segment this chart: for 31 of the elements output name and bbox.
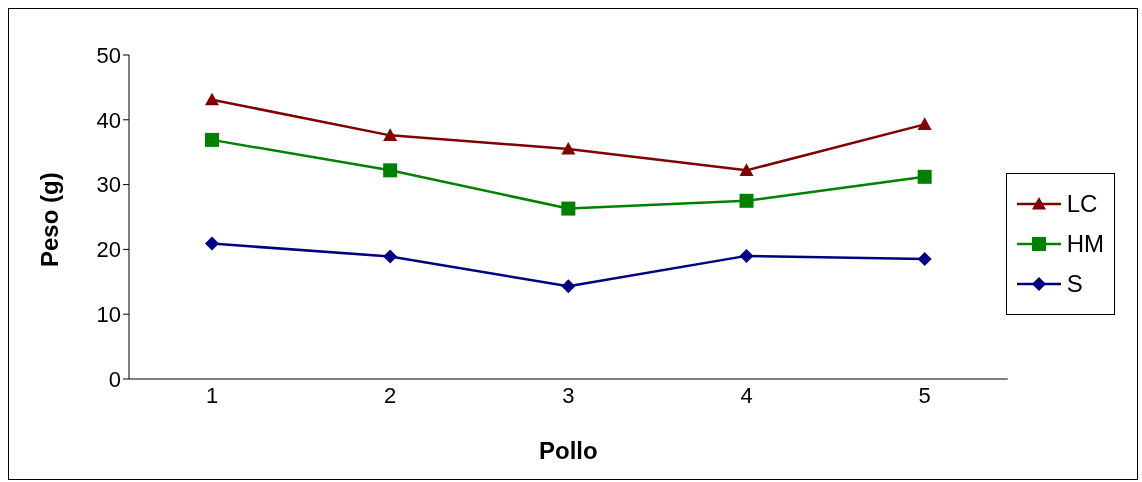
point	[383, 128, 398, 141]
x-tick-label: 2	[384, 382, 397, 408]
y-tick-label: 0	[108, 366, 121, 392]
point	[205, 132, 219, 147]
point	[739, 248, 754, 263]
point	[561, 201, 576, 216]
x-tick-label: 3	[562, 382, 575, 408]
point	[917, 117, 932, 130]
x-axis-title: Pollo	[539, 437, 598, 464]
x-tick-label: 4	[740, 382, 753, 408]
point	[561, 279, 576, 294]
y-tick-label: 40	[96, 107, 121, 133]
point	[739, 193, 754, 208]
x-tick-label: 5	[918, 382, 931, 408]
point	[917, 252, 932, 267]
y-tick-label: 20	[96, 237, 121, 263]
legend-label: S	[1066, 270, 1083, 298]
point	[383, 249, 398, 264]
y-tick-label: 50	[96, 42, 121, 68]
point	[561, 141, 576, 155]
point	[917, 169, 932, 184]
legend-label: LC	[1066, 190, 1098, 218]
legend-label: HM	[1066, 230, 1104, 258]
point	[205, 236, 219, 251]
point	[205, 92, 219, 106]
point	[383, 163, 398, 178]
y-axis-title: Peso (g)	[35, 172, 63, 267]
y-tick-label: 10	[96, 302, 121, 328]
point	[739, 163, 754, 176]
y-tick-label: 30	[96, 172, 121, 198]
x-tick-label: 1	[205, 382, 219, 408]
